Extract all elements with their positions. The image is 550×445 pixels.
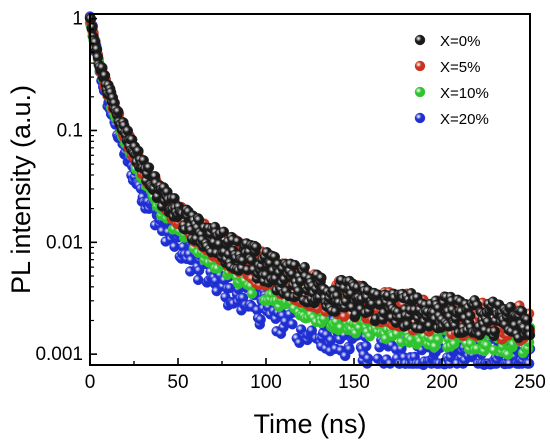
data-point [344, 344, 355, 355]
y-tick-label: 0.01 [46, 232, 83, 253]
data-point [193, 214, 205, 226]
data-point [112, 106, 124, 117]
axis-tick-labels: 0 50 100 150 200 250 0.001 0.01 0.1 1 [35, 9, 545, 393]
data-point [433, 334, 444, 345]
legend-label: X=20% [440, 111, 489, 128]
data-point [306, 325, 317, 336]
x-tick-label: 150 [338, 372, 370, 393]
data-point [299, 261, 310, 273]
x-tick-label: 100 [250, 372, 282, 393]
legend-label: X=0% [440, 33, 480, 50]
data-point [169, 241, 180, 252]
axis-ticks [89, 17, 531, 365]
data-point [246, 288, 258, 299]
data-points-layer [84, 11, 536, 371]
legend-label: X=10% [440, 85, 489, 102]
data-point [361, 341, 372, 352]
data-point [325, 334, 337, 346]
data-point [316, 272, 327, 284]
data-point [99, 70, 111, 81]
data-point [287, 319, 298, 330]
y-tick-label: 1 [72, 9, 83, 30]
legend-label: X=5% [440, 59, 480, 76]
data-point [133, 145, 144, 157]
data-point [251, 241, 262, 253]
legend-marker [414, 60, 426, 72]
data-point [218, 226, 230, 238]
data-point [255, 314, 266, 325]
y-tick-label: 0.001 [35, 344, 83, 365]
x-tick-label: 250 [514, 372, 546, 393]
legend-entry: X=10% [414, 85, 489, 102]
legend-entry: X=20% [414, 111, 489, 128]
data-point [362, 353, 374, 364]
x-axis-title: Time (ns) [254, 409, 367, 439]
x-tick-label: 200 [426, 372, 458, 393]
legend-marker [414, 112, 426, 124]
legend: X=0% X=5% X=10% X=20% [414, 33, 489, 128]
data-point [489, 326, 500, 337]
data-point [143, 162, 155, 173]
legend-entry: X=0% [414, 33, 480, 50]
y-tick-label: 0.1 [57, 120, 83, 141]
data-point [293, 285, 304, 297]
legend-marker [414, 86, 426, 98]
x-tick-label: 50 [167, 372, 188, 393]
data-point [192, 274, 204, 286]
legend-entry: X=5% [414, 59, 480, 76]
x-tick-label: 0 [85, 372, 96, 393]
legend-marker [414, 34, 426, 46]
data-point [465, 310, 476, 321]
y-axis-title: PL intensity (a.u.) [6, 85, 36, 294]
